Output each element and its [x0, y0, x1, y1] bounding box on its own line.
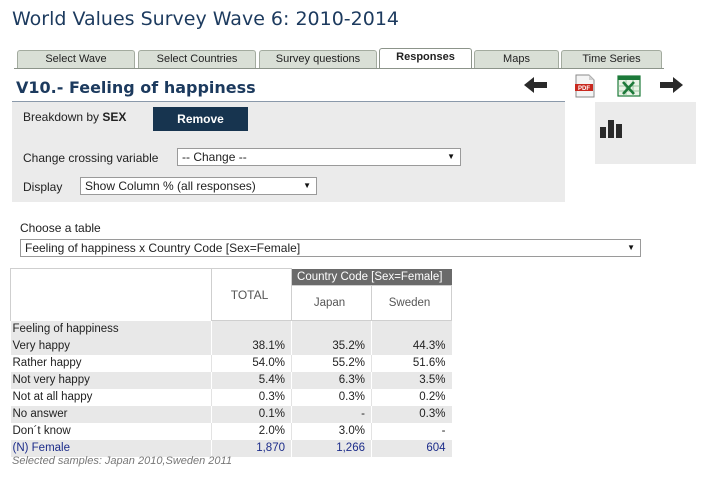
variable-row: Feeling of happiness: [10, 320, 452, 338]
total-cell: 54.0%: [211, 354, 292, 372]
title-divider: [12, 101, 565, 102]
total-cell: 5.4%: [211, 371, 292, 389]
crossing-variable-label: Change crossing variable: [23, 151, 159, 165]
excel-icon[interactable]: [617, 75, 641, 97]
country-header-japan: Japan: [291, 285, 372, 321]
sweden-cell: 0.3%: [371, 405, 452, 423]
country-header-sweden: Sweden: [371, 285, 452, 321]
tab-responses[interactable]: Responses: [379, 48, 472, 68]
row-label: Rather happy: [10, 354, 212, 372]
n-japan-cell: 1,266: [291, 439, 372, 457]
display-select[interactable]: Show Column % (all responses) ▼: [80, 177, 317, 195]
tab-select-wave[interactable]: Select Wave: [17, 50, 135, 68]
breakdown-panel: Breakdown by SEX Remove Change crossing …: [12, 102, 565, 202]
tab-maps[interactable]: Maps: [474, 50, 559, 68]
table-select[interactable]: Feeling of happiness x Country Code [Sex…: [20, 239, 641, 257]
table-row: Not very happy 5.4% 6.3% 3.5%: [10, 371, 452, 389]
remove-button[interactable]: Remove: [153, 107, 248, 131]
variable-label: Feeling of happiness: [10, 320, 212, 338]
japan-cell: 55.2%: [291, 354, 372, 372]
breakdown-variable: SEX: [102, 110, 127, 124]
table-cell: [371, 320, 452, 338]
tabs-divider: [14, 68, 664, 69]
sweden-cell: 44.3%: [371, 337, 452, 355]
chevron-down-icon: ▼: [303, 181, 311, 190]
choose-table-label: Choose a table: [20, 221, 101, 235]
row-label: Not very happy: [10, 371, 212, 389]
chart-panel: [595, 102, 696, 164]
table-select-value: Feeling of happiness x Country Code [Sex…: [25, 241, 301, 255]
tab-select-countries[interactable]: Select Countries: [138, 50, 256, 68]
row-label: No answer: [10, 405, 212, 423]
results-table: TOTAL Country Code [Sex=Female] Japan Sw…: [10, 268, 452, 457]
crossing-variable-value: -- Change --: [182, 150, 247, 164]
japan-cell: 0.3%: [291, 388, 372, 406]
japan-cell: 35.2%: [291, 337, 372, 355]
bar-chart-icon[interactable]: [599, 117, 623, 139]
header-row-2: Japan Sweden: [11, 285, 452, 321]
sweden-cell: -: [371, 422, 452, 440]
row-label: Don´t know: [10, 422, 212, 440]
sweden-cell: 0.2%: [371, 388, 452, 406]
header-row-1: TOTAL Country Code [Sex=Female]: [10, 268, 452, 321]
pdf-icon[interactable]: PDF: [575, 74, 595, 98]
header-corner: [10, 268, 212, 321]
table-row: Not at all happy 0.3% 0.3% 0.2%: [10, 388, 452, 406]
crossing-variable-select[interactable]: -- Change -- ▼: [177, 148, 461, 166]
selected-samples-note: Selected samples: Japan 2010,Sweden 2011: [12, 455, 232, 467]
total-cell: 0.3%: [211, 388, 292, 406]
n-row-label: (N) Female: [10, 439, 212, 457]
n-sweden-cell: 604: [371, 439, 452, 457]
japan-cell: -: [291, 405, 372, 423]
tab-time-series[interactable]: Time Series: [561, 50, 662, 68]
japan-cell: 6.3%: [291, 371, 372, 389]
total-cell: 2.0%: [211, 422, 292, 440]
pdf-icon-label: PDF: [578, 86, 590, 92]
breakdown-label: Breakdown by SEX: [23, 110, 126, 124]
sweden-cell: 3.5%: [371, 371, 452, 389]
table-row: Don´t know 2.0% 3.0% -: [10, 422, 452, 440]
display-label: Display: [23, 180, 63, 194]
row-label: Not at all happy: [10, 388, 212, 406]
group-header: Country Code [Sex=Female]: [291, 268, 452, 286]
total-cell: 38.1%: [211, 337, 292, 355]
chevron-down-icon: ▼: [447, 152, 455, 161]
question-title: V10.- Feeling of happiness: [16, 78, 256, 97]
arrow-left-icon[interactable]: [524, 76, 548, 94]
sweden-cell: 51.6%: [371, 354, 452, 372]
n-total-cell: 1,870: [211, 439, 292, 457]
japan-cell: 3.0%: [291, 422, 372, 440]
table-cell: [291, 320, 372, 338]
display-value: Show Column % (all responses): [85, 179, 256, 193]
table-row: Rather happy 54.0% 55.2% 51.6%: [10, 354, 452, 372]
arrow-right-icon[interactable]: [660, 76, 684, 94]
table-row: Very happy 38.1% 35.2% 44.3%: [10, 337, 452, 355]
total-column-header: TOTAL: [211, 268, 292, 321]
chevron-down-icon: ▼: [627, 243, 635, 252]
tab-bar: Select Wave Select Countries Survey ques…: [14, 48, 664, 68]
n-row: (N) Female 1,870 1,266 604: [10, 439, 452, 457]
table-row: No answer 0.1% - 0.3%: [10, 405, 452, 423]
row-label: Very happy: [10, 337, 212, 355]
total-cell: 0.1%: [211, 405, 292, 423]
breakdown-prefix: Breakdown by: [23, 110, 100, 124]
table-cell: [211, 320, 292, 338]
app-title: World Values Survey Wave 6: 2010-2014: [12, 8, 400, 30]
tab-survey-questions[interactable]: Survey questions: [259, 50, 377, 68]
